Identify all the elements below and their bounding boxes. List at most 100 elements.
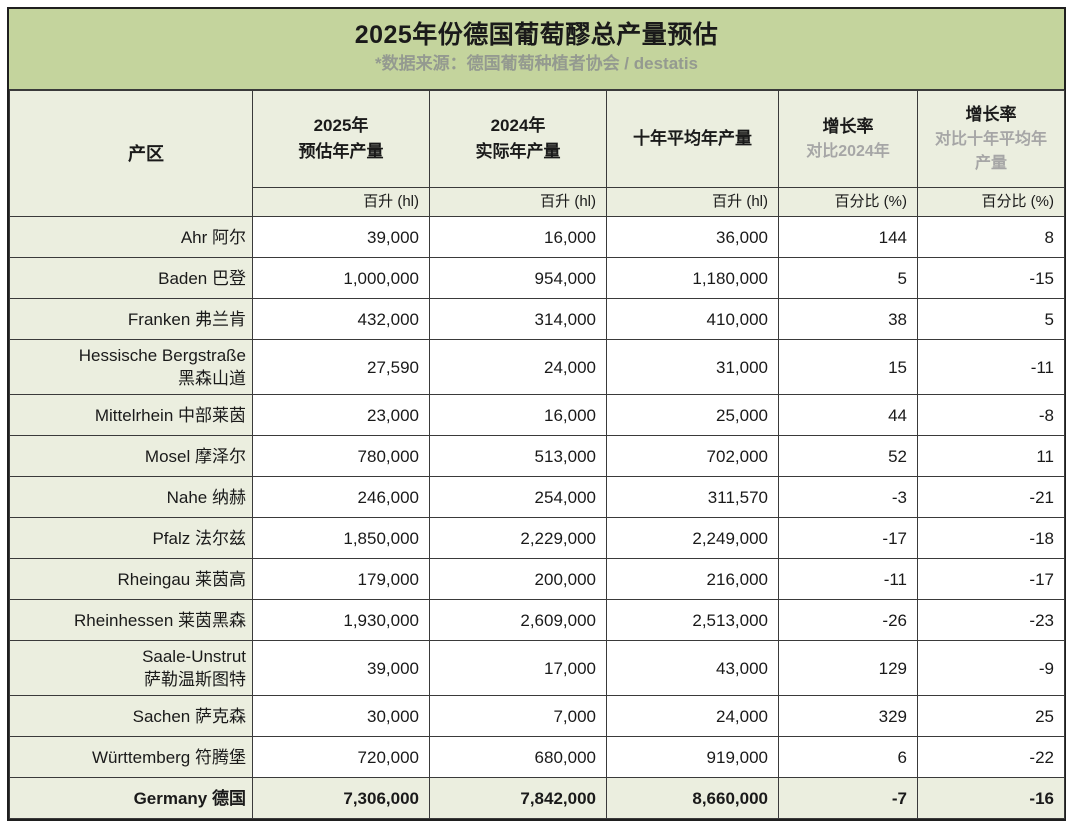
actual-2024-cell: 680,000 [429,736,607,778]
growth-vs-ten-year-average-cell: -15 [917,257,1065,299]
growth-vs-2024-cell: 52 [778,435,918,477]
region-row: Rheingau 莱茵高 179,000 200,000 216,000 -11 -17 [9,558,1065,600]
region-name-cell: Sachen 萨克森 [9,695,253,737]
region-name-cell: Saale-Unstrut 萨勒温斯图特 [9,640,253,696]
region-row: Hessische Bergstraße 黑森山道 27,590 24,000 31,… [9,339,1065,395]
ten-year-average-cell: 8,660,000 [606,777,779,819]
data-source-note: *数据来源：德国葡萄种植者协会 / destatis [374,54,699,73]
growth-vs-ten-year-average-cell: -17 [917,558,1065,600]
unit-cell-growth-vs-2024: 百分比 (%) [778,187,918,217]
estimate-2025-cell: 27,590 [252,339,430,395]
column-header-actual-2024: 2024年 实际年产量 [429,90,607,188]
growth-vs-ten-year-average-cell: -16 [917,777,1065,819]
header-row-main: 产区 2025年 预估年产量 2024年 实际年产量 十年平均年产量 增长率 [9,90,1065,217]
growth-vs-2024-cell: -26 [778,599,918,641]
unit-cell-estimate-2025: 百升 (hl) [252,187,430,217]
growth-vs-2024-cell: -11 [778,558,918,600]
growth-vs-2024-cell: 6 [778,736,918,778]
growth-vs-2024-cell: 329 [778,695,918,737]
ten-year-average-cell: 1,180,000 [606,257,779,299]
actual-2024-cell: 24,000 [429,339,607,395]
estimate-2025-cell: 1,930,000 [252,599,430,641]
estimate-2025-cell: 1,000,000 [252,257,430,299]
region-name-cell: Rheinhessen 莱茵黑森 [9,599,253,641]
unit-cell-ten-year-average: 百升 (hl) [606,187,779,217]
ten-year-average-cell: 216,000 [606,558,779,600]
estimate-2025-cell: 720,000 [252,736,430,778]
ten-year-average-cell: 2,249,000 [606,517,779,559]
region-name-cell: Franken 弗兰肯 [9,298,253,340]
region-name-cell: Hessische Bergstraße 黑森山道 [9,339,253,395]
estimate-2025-cell: 39,000 [252,640,430,696]
estimate-2025-cell: 7,306,000 [252,777,430,819]
column-header-growth-vs-2024: 增长率 对比2024年 [778,90,918,188]
region-name-cell: Pfalz 法尔兹 [9,517,253,559]
table-title-block: 2025年份德国葡萄醪总产量预估 *数据来源：德国葡萄种植者协会 / desta… [9,9,1064,90]
ten-year-average-cell: 2,513,000 [606,599,779,641]
growth-vs-2024-cell: -17 [778,517,918,559]
column-header-line2: 实际年产量 [475,142,561,161]
table-title: 2025年份德国葡萄醪总产量预估 [354,21,719,49]
growth-vs-2024-cell: 144 [778,216,918,258]
region-row: Baden 巴登 1,000,000 954,000 1,180,000 5 -15 [9,257,1065,299]
actual-2024-cell: 954,000 [429,257,607,299]
region-row: Pfalz 法尔兹 1,850,000 2,229,000 2,249,000 -17-… [9,517,1065,559]
growth-vs-ten-year-average-cell: 11 [917,435,1065,477]
estimate-2025-cell: 432,000 [252,298,430,340]
production-table-sheet: 2025年份德国葡萄醪总产量预估 *数据来源：德国葡萄种植者协会 / desta… [7,7,1066,821]
estimate-2025-cell: 23,000 [252,394,430,436]
growth-vs-2024-cell: 5 [778,257,918,299]
region-row: Ahr 阿尔 39,000 16,000 36,000 144 8 [9,216,1065,258]
actual-2024-cell: 200,000 [429,558,607,600]
ten-year-average-cell: 25,000 [606,394,779,436]
region-name-cell: Germany 德国 [9,777,253,819]
growth-vs-ten-year-average-cell: -18 [917,517,1065,559]
column-header-line1: 2025年 [313,116,369,135]
growth-vs-ten-year-average-cell: -22 [917,736,1065,778]
growth-vs-2024-cell: 15 [778,339,918,395]
region-name-cell: Baden 巴登 [9,257,253,299]
column-header-ten-year-average: 十年平均年产量 [606,90,779,188]
region-row: Sachen 萨克森 30,000 7,000 24,000 329 25 [9,695,1065,737]
actual-2024-cell: 314,000 [429,298,607,340]
estimate-2025-cell: 179,000 [252,558,430,600]
table-body: Ahr 阿尔 39,000 16,000 36,000 144 8 Baden 巴登 1,00… [9,216,1065,819]
column-header-line1: 2024年 [490,116,546,135]
estimate-2025-cell: 30,000 [252,695,430,737]
growth-vs-ten-year-average-cell: -21 [917,476,1065,518]
column-header-growth-vs-ten-year-average: 增长率 对比十年平均年产量 [917,90,1065,188]
actual-2024-cell: 513,000 [429,435,607,477]
ten-year-average-cell: 31,000 [606,339,779,395]
actual-2024-cell: 2,609,000 [429,599,607,641]
growth-vs-ten-year-average-cell: 25 [917,695,1065,737]
actual-2024-cell: 16,000 [429,216,607,258]
estimate-2025-cell: 246,000 [252,476,430,518]
growth-vs-ten-year-average-cell: -11 [917,339,1065,395]
region-name-cell: Rheingau 莱茵高 [9,558,253,600]
ten-year-average-cell: 702,000 [606,435,779,477]
total-row: Germany 德国 7,306,000 7,842,000 8,660,000 -7-… [9,777,1065,819]
growth-vs-ten-year-average-cell: 8 [917,216,1065,258]
column-header-subtitle: 对比2024年 [806,143,890,160]
column-header-estimate-2025: 2025年 预估年产量 [252,90,430,188]
region-row: Franken 弗兰肯 432,000 314,000 410,000 38 5 [9,298,1065,340]
growth-vs-2024-cell: -3 [778,476,918,518]
growth-vs-ten-year-average-cell: -9 [917,640,1065,696]
production-table: 产区 2025年 预估年产量 2024年 实际年产量 十年平均年产量 增长率 [9,90,1065,819]
region-name-cell: Württemberg 符腾堡 [9,736,253,778]
ten-year-average-cell: 311,570 [606,476,779,518]
column-header-line1: 十年平均年产量 [633,129,752,148]
column-header-line2: 预估年产量 [298,142,384,161]
region-row: Mosel 摩泽尔 780,000 513,000 702,000 52 11 [9,435,1065,477]
region-row: Württemberg 符腾堡 720,000 680,000 919,000 6 -22 [9,736,1065,778]
region-row: Saale-Unstrut 萨勒温斯图特 39,000 17,000 43,000 12… [9,640,1065,696]
growth-vs-ten-year-average-cell: -8 [917,394,1065,436]
unit-cell-growth-vs-ten-year-average: 百分比 (%) [917,187,1065,217]
growth-vs-2024-cell: -7 [778,777,918,819]
estimate-2025-cell: 39,000 [252,216,430,258]
ten-year-average-cell: 919,000 [606,736,779,778]
column-header-line1: 增长率 [822,117,874,136]
region-name-cell: Mittelrhein 中部莱茵 [9,394,253,436]
header-row-units: 百升 (hl) 百升 (hl) 百升 (hl) 百分比 (%) 百分比 (%) [10,187,1065,217]
